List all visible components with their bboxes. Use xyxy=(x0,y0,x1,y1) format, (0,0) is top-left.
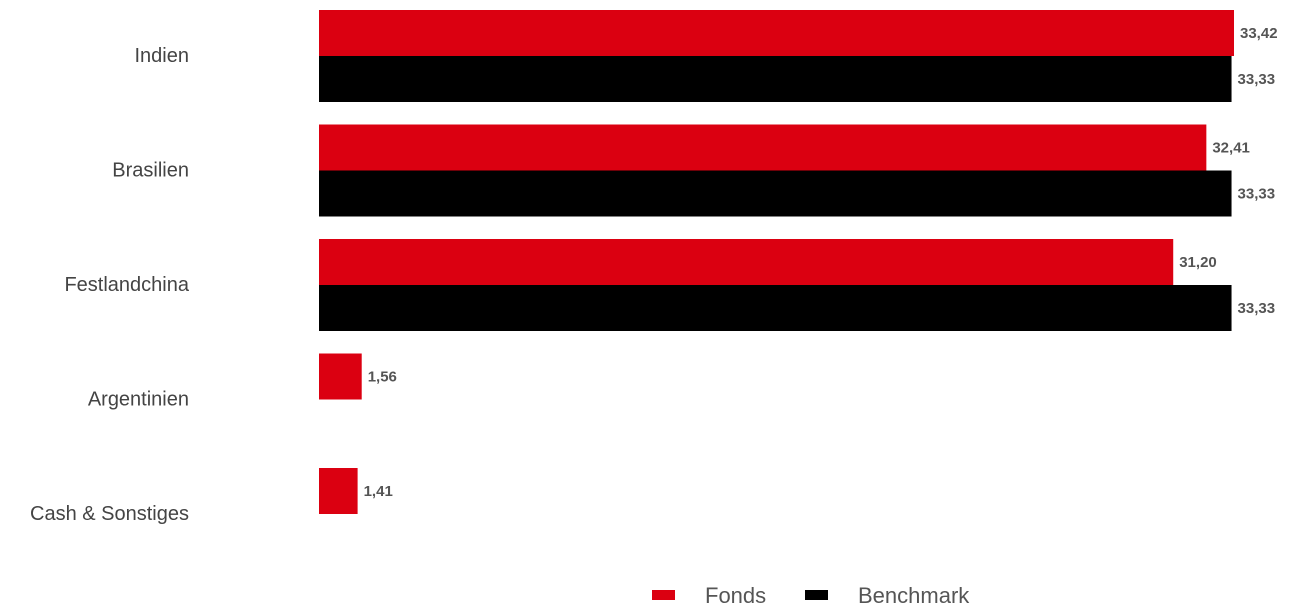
legend-swatch-benchmark xyxy=(805,590,828,600)
fonds-bar-brasilien xyxy=(319,124,1207,171)
fonds-value-label-argentinien: 1,56 xyxy=(368,369,397,386)
benchmark-bar-indien xyxy=(319,56,1232,102)
category-label-cash-and-sonstiges: Cash & Sonstiges xyxy=(30,503,189,525)
fonds-bar-argentinien xyxy=(319,353,362,400)
fonds-value-label-indien: 33,42 xyxy=(1240,25,1278,42)
fonds-value-label-cash-and-sonstiges: 1,41 xyxy=(364,483,393,500)
benchmark-bar-brasilien xyxy=(319,170,1232,217)
legend-swatch-fonds xyxy=(652,590,675,600)
benchmark-value-label-brasilien: 33,33 xyxy=(1238,186,1276,203)
benchmark-value-label-indien: 33,33 xyxy=(1238,71,1276,88)
benchmark-value-label-festlandchina: 33,33 xyxy=(1238,300,1276,317)
category-label-argentinien: Argentinien xyxy=(88,389,189,411)
fonds-bar-cash-and-sonstiges xyxy=(319,468,358,514)
legend-label-fonds: Fonds xyxy=(705,583,766,608)
fonds-bar-festlandchina xyxy=(319,239,1174,285)
fonds-bar-indien xyxy=(319,10,1234,56)
fonds-value-label-festlandchina: 31,20 xyxy=(1179,254,1217,271)
fonds-value-label-brasilien: 32,41 xyxy=(1212,140,1250,157)
benchmark-bar-festlandchina xyxy=(319,285,1232,331)
legend-label-benchmark: Benchmark xyxy=(858,583,970,608)
category-label-festlandchina: Festlandchina xyxy=(64,274,189,296)
category-label-indien: Indien xyxy=(135,45,190,67)
category-label-brasilien: Brasilien xyxy=(112,160,189,182)
